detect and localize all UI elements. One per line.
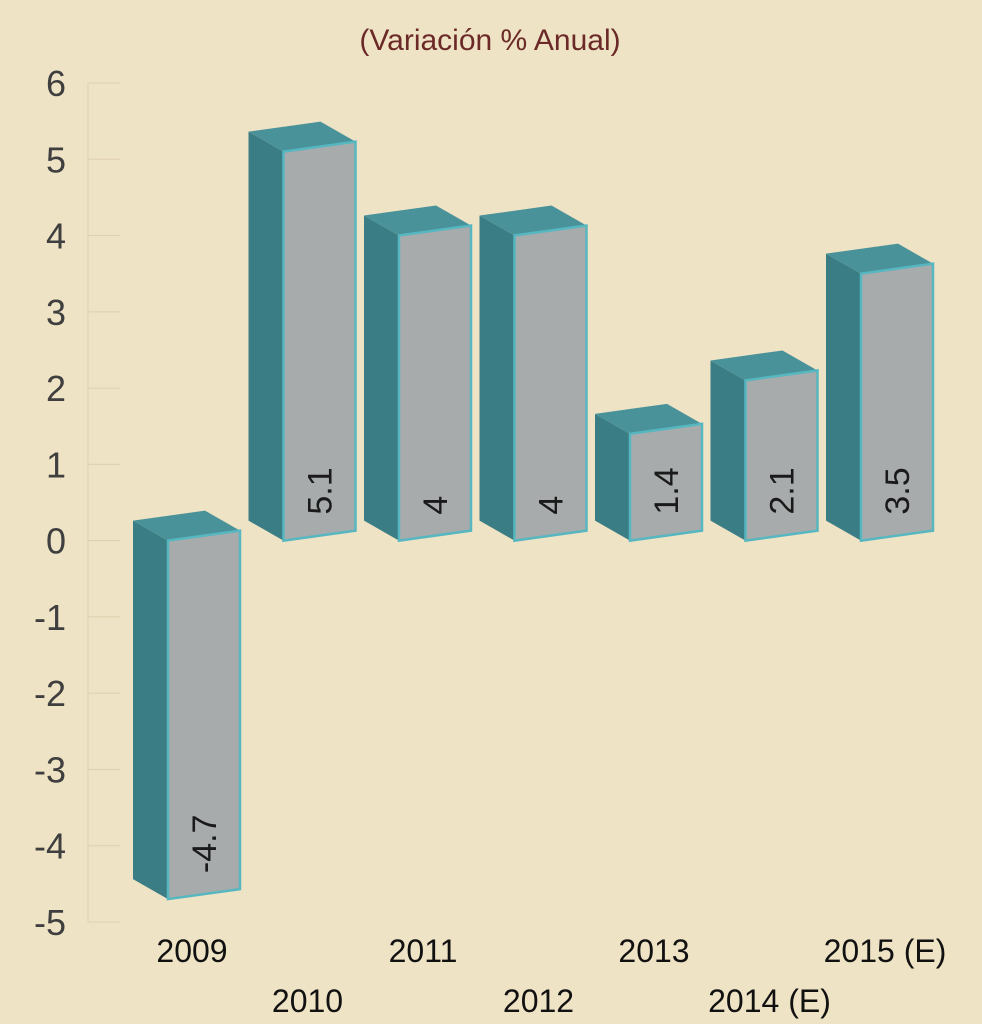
x-tick-label: 2012 (503, 983, 574, 1019)
data-label: 4 (533, 496, 571, 515)
y-tick-label: -2 (34, 673, 66, 714)
y-tick-label: -4 (34, 826, 66, 867)
y-tick-label: 0 (46, 521, 66, 562)
grid (87, 82, 120, 923)
x-tick-label: 2014 (E) (708, 983, 831, 1019)
y-tick-label: 5 (46, 139, 66, 180)
y-tick-label: -1 (34, 597, 66, 638)
x-axis: 2009 2010 2011 2012 2013 2014 (E) 2015 (E) (156, 933, 946, 1019)
bar-front (744, 369, 819, 543)
bar: -4.7 (133, 510, 242, 901)
y-tick-label: 2 (46, 368, 66, 409)
bars: -4.7 5.1 4 4 1.4 2.1 3.5 (133, 121, 935, 901)
bar-side (479, 215, 515, 541)
y-axis: 6 5 4 3 2 1 0 -1 -2 -3 -4 -5 (34, 63, 66, 943)
bar: 4 (479, 205, 588, 543)
bar-side (710, 360, 746, 541)
bar: 4 (364, 205, 473, 543)
y-tick-label: 3 (46, 292, 66, 333)
y-tick-label: 6 (46, 63, 66, 104)
x-tick-label: 2013 (618, 933, 689, 969)
bar: 1.4 (595, 403, 704, 543)
data-label: 1.4 (648, 467, 686, 514)
bar-side (133, 520, 168, 900)
y-tick-label: 1 (46, 444, 66, 485)
bar-front (859, 262, 935, 543)
data-label: -4.7 (186, 815, 224, 874)
bar-front (282, 140, 357, 543)
data-label: 2.1 (764, 467, 802, 514)
x-tick-label: 2009 (156, 933, 227, 969)
x-tick-label: 2015 (E) (824, 933, 947, 969)
data-label: 5.1 (302, 467, 340, 514)
chart-subtitle: (Variación % Anual) (359, 24, 620, 57)
data-label: 4 (417, 496, 455, 515)
x-tick-label: 2010 (272, 983, 343, 1019)
data-label: 3.5 (879, 467, 917, 514)
bar-side (248, 131, 284, 541)
bar-front (628, 422, 704, 543)
bar: 3.5 (826, 243, 935, 543)
bar-side (595, 413, 630, 541)
bar: 2.1 (710, 350, 819, 543)
bar-front (166, 529, 242, 901)
bar: 5.1 (248, 121, 357, 543)
y-tick-label: 4 (46, 216, 66, 257)
y-tick-label: -5 (34, 902, 66, 943)
bar-front (513, 224, 588, 543)
bar-side (826, 253, 861, 541)
y-tick-label: -3 (34, 749, 66, 790)
bar-side (364, 215, 399, 541)
x-tick-label: 2011 (389, 933, 458, 969)
bar-front (397, 224, 473, 543)
